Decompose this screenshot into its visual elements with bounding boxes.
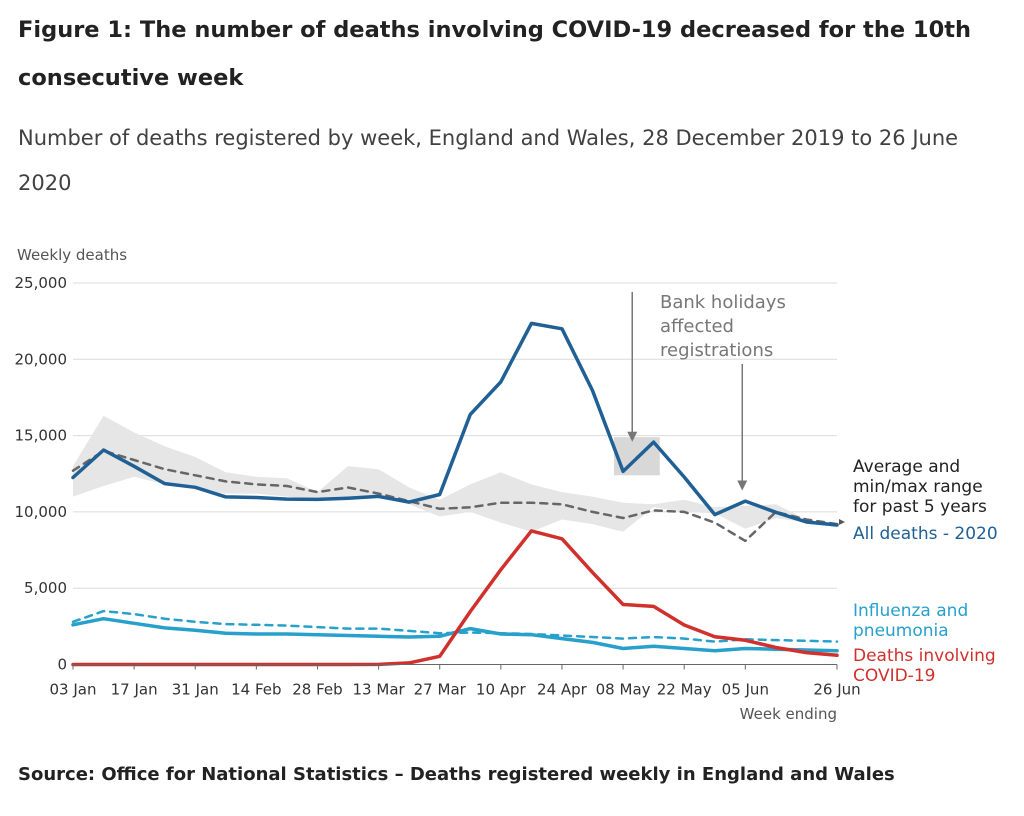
x-tick-label: 14 Feb bbox=[231, 681, 281, 699]
chart-title: Figure 1: The number of deaths involving… bbox=[18, 17, 972, 91]
annotation-arrowhead bbox=[737, 480, 748, 491]
influenza-label: pneumonia bbox=[853, 621, 949, 641]
all-deaths-label: All deaths - 2020 bbox=[853, 524, 998, 544]
annotation-text: Bank holidays bbox=[660, 292, 786, 313]
y-axis-title: Weekly deaths bbox=[17, 246, 127, 264]
average-5yr-line bbox=[71, 449, 839, 543]
x-axis-title: Week ending bbox=[740, 705, 837, 723]
x-axis: 03 Jan 17 Jan 31 Jan 14 Feb 28 Feb 13 Mar 27 M… bbox=[50, 664, 861, 699]
y-tick-label: 10,000 bbox=[15, 503, 68, 521]
covid-19-deaths-line bbox=[71, 529, 839, 667]
chart-subtitle: Number of deaths registered by week, Eng… bbox=[18, 126, 959, 195]
average-range-label: Average and bbox=[853, 457, 960, 477]
x-tick-label: 31 Jan bbox=[172, 681, 219, 699]
x-tick-label: 08 May bbox=[596, 681, 651, 699]
x-tick-label: 03 Jan bbox=[50, 681, 97, 699]
y-tick-label: 5,000 bbox=[24, 579, 67, 597]
all-deaths-2020-line bbox=[71, 321, 839, 527]
source-note: Source: Office for National Statistics –… bbox=[18, 764, 895, 785]
y-tick-label: 20,000 bbox=[15, 350, 68, 368]
x-tick-label: 17 Jan bbox=[111, 681, 158, 699]
y-tick-label: 0 bbox=[57, 656, 67, 674]
influenza-label: Influenza and bbox=[853, 601, 968, 621]
annotation-text: affected bbox=[660, 316, 734, 337]
annotation-layer: Bank holidays affected registrations bbox=[627, 292, 786, 491]
line-chart: Weekly deaths 0 5,000 10,000 15,000 20,000 25… bbox=[15, 246, 998, 723]
x-tick-label: 13 Mar bbox=[353, 681, 406, 699]
x-tick-label: 22 May bbox=[657, 681, 712, 699]
average-label-pointer bbox=[839, 519, 845, 525]
x-tick-label: 05 Jun bbox=[722, 681, 769, 699]
covid-label: Deaths involving bbox=[853, 646, 996, 666]
x-tick-label: 26 Jun bbox=[813, 681, 860, 699]
x-tick-label: 28 Feb bbox=[292, 681, 342, 699]
annotation-text: registrations bbox=[660, 340, 773, 361]
x-tick-label: 27 Mar bbox=[414, 681, 467, 699]
y-tick-label: 15,000 bbox=[15, 427, 68, 445]
covid-label: COVID-19 bbox=[853, 666, 935, 686]
y-axis-ticks: 0 5,000 10,000 15,000 20,000 25,000 bbox=[15, 274, 68, 674]
x-tick-label: 10 Apr bbox=[476, 681, 527, 699]
annotation-arrowhead bbox=[627, 431, 638, 442]
y-tick-label: 25,000 bbox=[15, 274, 68, 292]
average-range-label: for past 5 years bbox=[853, 497, 987, 517]
x-tick-label: 24 Apr bbox=[537, 681, 588, 699]
average-range-label: min/max range bbox=[853, 477, 983, 497]
